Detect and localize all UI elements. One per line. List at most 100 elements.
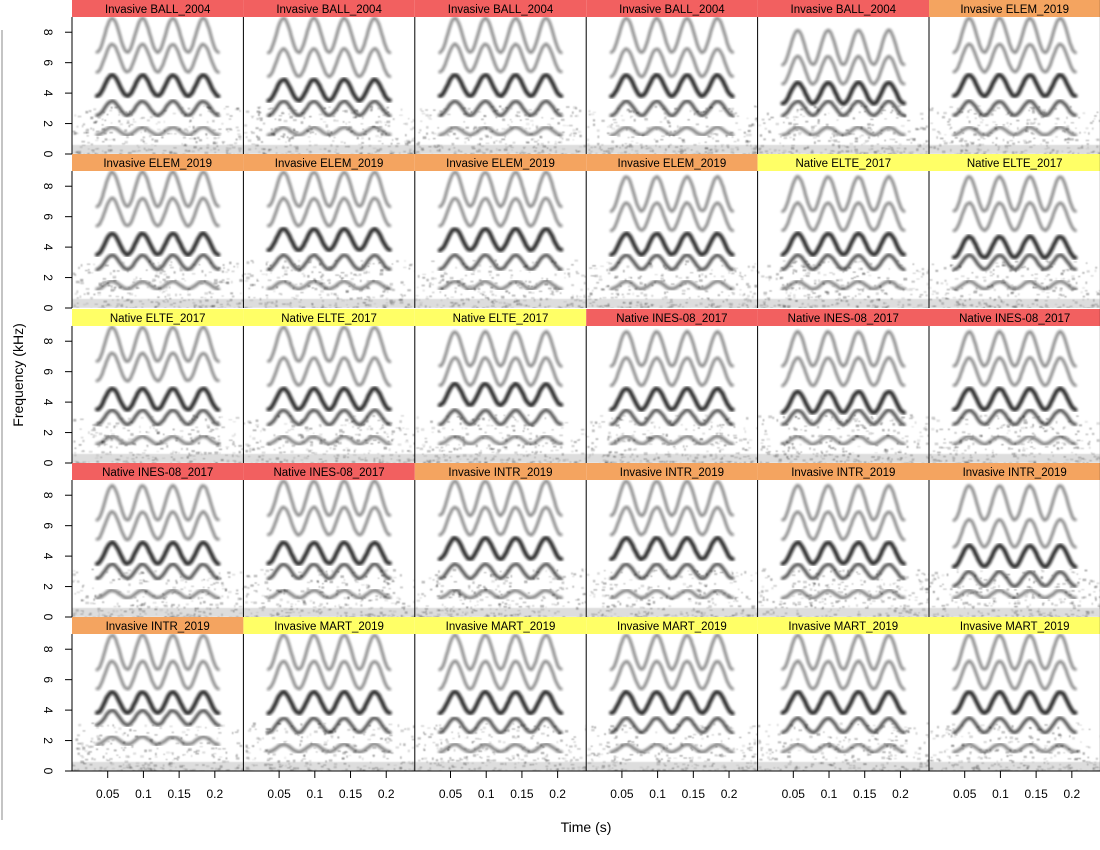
harmonic-trace (780, 716, 906, 735)
panel-title: Invasive INTR_2019 (448, 467, 552, 479)
harmonic-trace (780, 253, 906, 272)
harmonic-trace (609, 742, 735, 754)
panel-title-bar (757, 0, 929, 17)
harmonic-trace (437, 381, 564, 408)
harmonic-trace (781, 483, 906, 522)
spectrogram-panel: Native INES-08_2017 (242, 463, 415, 617)
y-tick-label: 8 (41, 29, 55, 36)
harmonic-trace (781, 174, 906, 213)
panel-title-bar (72, 309, 244, 326)
spectrogram-panel: Native ELTE_2017 (414, 309, 587, 463)
background-noise (586, 723, 758, 771)
harmonic-trace (952, 434, 1078, 446)
harmonic-trace (266, 171, 392, 209)
harmonic-trace (266, 505, 392, 537)
panel-title-bar (414, 463, 587, 480)
x-axis-title: Time (s) (561, 819, 612, 835)
y-axis: 0 2 4 6 8 0 2 4 6 8 0 2 4 6 8 0 2 4 6 8 0 2 4 6 8 (1, 29, 72, 820)
harmonic-trace (952, 99, 1078, 118)
harmonic-trace (438, 408, 563, 427)
harmonic-trace (95, 279, 221, 291)
background-noise (414, 414, 587, 463)
panel-title-bar (586, 463, 758, 480)
harmonic-trace (780, 408, 906, 427)
harmonic-trace (266, 47, 392, 79)
panel-plot-area (929, 171, 1100, 308)
panel-title: Native INES-08_2017 (102, 467, 213, 479)
y-axis-title: Frequency (kHz) (10, 323, 26, 426)
panel-title-bar (929, 617, 1100, 634)
spectrogram-panel: Invasive BALL_2004 (585, 0, 758, 154)
harmonic-trace (781, 659, 906, 691)
spectrogram-panel: Invasive BALL_2004 (71, 0, 244, 154)
x-tick-label: 0.1 (135, 787, 152, 801)
harmonic-trace (438, 125, 563, 137)
y-tick-label: 0 (41, 614, 55, 621)
panel-title: Invasive ELEM_2019 (275, 158, 384, 170)
harmonic-trace (609, 505, 734, 537)
background-noise (414, 259, 587, 308)
harmonic-trace (266, 125, 392, 137)
panel-plot-area (757, 480, 929, 617)
harmonic-trace (438, 356, 563, 388)
panel-title-bar (757, 463, 929, 480)
harmonic-trace (952, 125, 1078, 138)
harmonic-trace (952, 408, 1078, 427)
panel-title: Native ELTE_2017 (967, 158, 1063, 170)
harmonic-trace (609, 174, 734, 213)
panel-title-bar (243, 617, 415, 634)
harmonic-trace (781, 510, 906, 542)
spectrogram-panel: Invasive BALL_2004 (242, 0, 415, 154)
spectrogram-panel: Native INES-08_2017 (928, 309, 1100, 463)
x-tick-label: 0.15 (682, 787, 706, 801)
spectrogram-panel: Invasive INTR_2019 (414, 463, 587, 617)
harmonic-trace (437, 535, 564, 562)
harmonic-trace (266, 659, 392, 691)
harmonic-trace (780, 742, 906, 754)
panel-title-bar (414, 309, 587, 326)
spectrogram-panel: Invasive INTR_2019 (928, 463, 1100, 617)
y-tick-label: 6 (41, 522, 55, 529)
harmonic-trace (266, 279, 392, 291)
panel-plot-area (586, 171, 758, 308)
harmonic-trace (781, 634, 906, 671)
y-tick-label: 8 (41, 183, 55, 190)
harmonic-trace (780, 231, 907, 257)
harmonic-trace (951, 689, 1078, 716)
harmonic-trace (266, 253, 392, 272)
panel-title: Invasive MART_2019 (617, 621, 727, 633)
background-noise (586, 105, 758, 154)
panel-plot-area (414, 634, 587, 771)
harmonic-trace (438, 562, 563, 581)
harmonic-trace (609, 588, 735, 600)
x-tick-label: 0.05 (782, 787, 806, 801)
spectrogram-panel: Invasive ELEM_2019 (928, 0, 1100, 154)
harmonic-trace (952, 329, 1077, 368)
harmonic-trace (952, 174, 1077, 213)
background-noise (72, 260, 244, 308)
panel-title-bar (72, 617, 244, 634)
spectrogram-panel: Native INES-08_2017 (585, 309, 758, 463)
harmonic-trace (266, 196, 392, 228)
y-tick-label: 2 (41, 120, 55, 127)
harmonic-trace (952, 356, 1077, 388)
panel-plot-area (414, 17, 587, 154)
harmonic-trace (438, 505, 563, 537)
harmonic-trace (266, 99, 392, 118)
background-noise (72, 105, 244, 154)
y-tick-label: 8 (41, 338, 55, 345)
panel-title-bar (929, 463, 1100, 480)
panel-plot-area (757, 326, 929, 463)
harmonic-trace (266, 634, 392, 672)
harmonic-trace (438, 42, 563, 74)
harmonic-trace (780, 279, 906, 291)
background-noise (586, 414, 758, 463)
panel-plot-area (929, 326, 1100, 463)
panel-title: Invasive INTR_2019 (963, 467, 1067, 479)
harmonic-trace (95, 171, 220, 209)
panel-title: Native ELTE_2017 (453, 313, 549, 325)
spectrogram-panel: Invasive MART_2019 (242, 617, 415, 771)
x-tick-label: 0.1 (992, 787, 1009, 801)
panels-layer: Invasive BALL_2004 Invasive BALL_2004 Inva… (71, 0, 1100, 771)
panel-plot-area (929, 480, 1100, 617)
